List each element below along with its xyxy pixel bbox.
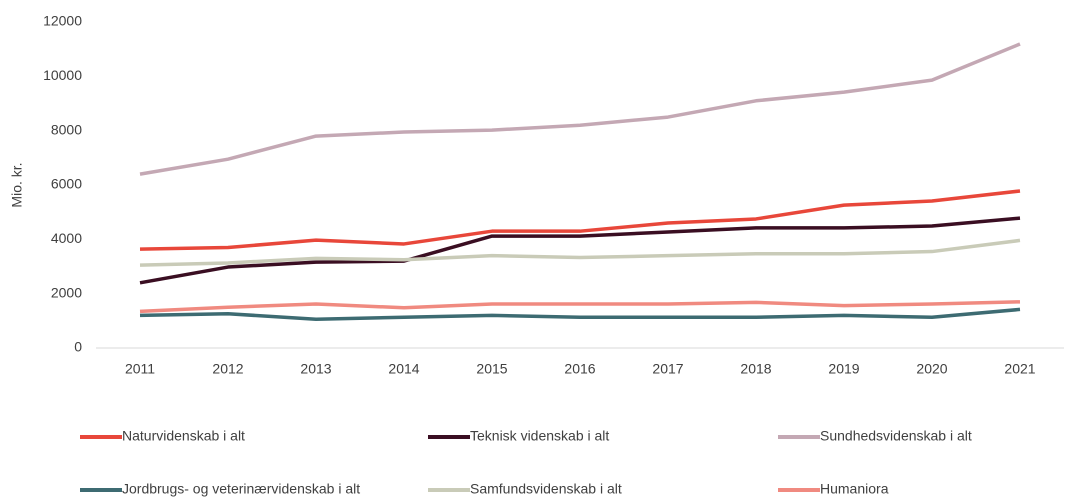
legend-label: Naturvidenskab i alt <box>122 428 245 444</box>
series-line <box>139 42 1021 176</box>
x-tick-label: 2013 <box>300 361 331 377</box>
y-tick-label: 6000 <box>51 176 82 192</box>
series-line <box>139 307 1021 321</box>
x-tick-label: 2012 <box>212 361 243 377</box>
series-line <box>139 189 1021 251</box>
y-tick-label: 12000 <box>43 13 82 29</box>
legend-label: Samfundsvidenskab i alt <box>470 481 622 497</box>
y-tick-label: 10000 <box>43 67 82 83</box>
y-tick-label: 8000 <box>51 121 82 137</box>
x-tick-label: 2011 <box>125 361 155 377</box>
y-tick-label: 2000 <box>51 284 82 300</box>
x-tick-label: 2021 <box>1004 361 1035 377</box>
legend-label: Jordbrugs- og veterinærvidenskab i alt <box>122 481 360 497</box>
series-line <box>139 238 1021 267</box>
x-tick-label: 2020 <box>916 361 947 377</box>
legend-label: Teknisk videnskab i alt <box>470 428 609 444</box>
legend-label: Sundhedsvidenskab i alt <box>820 428 972 444</box>
x-tick-label: 2015 <box>476 361 507 377</box>
x-tick-label: 2017 <box>652 361 683 377</box>
y-tick-label: 4000 <box>51 230 82 246</box>
x-tick-label: 2016 <box>564 361 595 377</box>
y-tick-label: 0 <box>74 339 82 355</box>
series-line <box>139 300 1021 314</box>
legend-label: Humaniora <box>820 481 889 497</box>
y-axis-label: Mio. kr. <box>9 162 25 207</box>
x-tick-label: 2014 <box>388 361 419 377</box>
series-line <box>139 216 1021 285</box>
x-tick-label: 2019 <box>828 361 859 377</box>
x-tick-label: 2018 <box>740 361 771 377</box>
